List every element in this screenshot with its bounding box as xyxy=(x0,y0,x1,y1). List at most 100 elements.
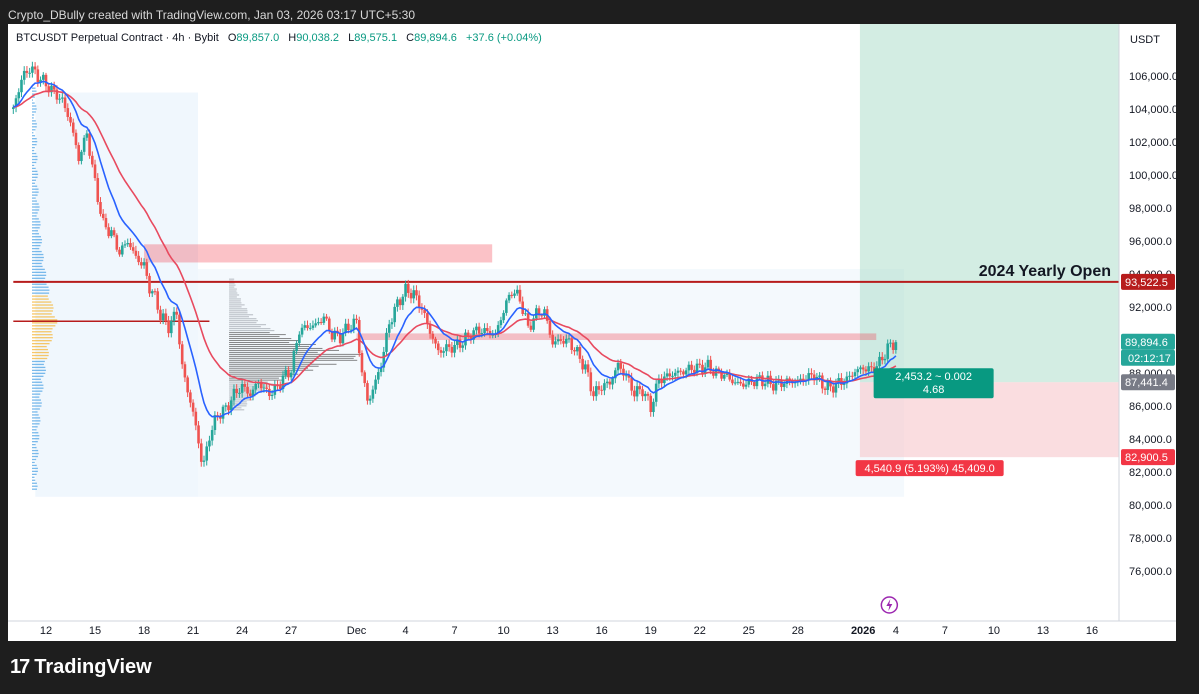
volume-profile-bar xyxy=(32,129,36,131)
candle-body xyxy=(709,359,712,372)
session-profile-bar xyxy=(229,347,323,349)
candle-body xyxy=(878,356,881,367)
price-chart[interactable]: USDT 106,000.0 104,000.0 102,000.0 100,000.0… xyxy=(8,24,1176,641)
volume-profile-bar xyxy=(32,247,40,250)
candle-body xyxy=(248,393,252,396)
time-tick-label: 16 xyxy=(596,625,608,637)
candle-body xyxy=(698,363,702,365)
volume-profile-bar xyxy=(32,90,37,92)
candle-body xyxy=(834,383,838,393)
candle-body xyxy=(112,230,116,236)
candle-body xyxy=(611,378,614,385)
time-tick-label: 13 xyxy=(547,625,559,637)
price-tick-label: 84,000.0 xyxy=(1129,434,1172,446)
price-tick-label: 76,000.0 xyxy=(1129,566,1172,578)
position-stats-box[interactable] xyxy=(873,368,994,399)
candle-body xyxy=(31,66,34,73)
volume-profile-bar xyxy=(32,357,48,360)
session-profile-bar xyxy=(229,340,300,342)
candle-body xyxy=(25,70,29,73)
volume-profile-bar xyxy=(32,244,41,247)
candle-body xyxy=(564,338,568,344)
volume-profile-bar xyxy=(32,277,46,279)
candle-body xyxy=(439,350,443,353)
candle-body xyxy=(39,79,42,83)
time-tick-label: 13 xyxy=(1037,625,1049,637)
candle-body xyxy=(12,107,15,110)
yearly-open-price-tag-bg[interactable] xyxy=(1121,273,1175,290)
candle-body xyxy=(137,255,140,263)
session-profile-bar xyxy=(229,365,319,367)
volume-profile-bar xyxy=(32,408,40,410)
session-profile-bar xyxy=(229,300,241,302)
candle-body xyxy=(366,383,369,401)
candle-body xyxy=(390,322,394,325)
tradingview-logo[interactable]: 17 TradingView xyxy=(10,656,152,679)
candle-body xyxy=(278,386,282,390)
volume-profile-bar xyxy=(32,152,37,155)
candle-body xyxy=(477,326,481,334)
volume-profile-bar xyxy=(32,467,38,470)
time-axis: 12 15 18 21 24 27 Dec 4 7 10 13 16 19 22 25 28 2026 4 7 10 1… xyxy=(8,596,1176,641)
price-axis-bg xyxy=(1119,24,1176,621)
candle-body xyxy=(810,373,813,375)
lightning-icon[interactable] xyxy=(880,596,899,614)
session-profile-bar xyxy=(229,381,268,383)
candle-body xyxy=(763,383,767,387)
take-profit-zone[interactable] xyxy=(859,24,1119,383)
candle-body xyxy=(554,341,557,345)
candle-body xyxy=(488,330,492,335)
volume-profile-bar xyxy=(32,378,41,380)
volume-profile-bar xyxy=(32,230,38,232)
candle-body xyxy=(614,370,617,379)
price-tick-label: 86,000.0 xyxy=(1129,401,1172,413)
candle-body xyxy=(88,133,91,156)
candle-body xyxy=(785,378,789,384)
candle-body xyxy=(758,375,761,377)
candle-body xyxy=(668,373,672,377)
entry-price-tag-bg[interactable] xyxy=(1121,374,1175,391)
candle-body xyxy=(453,344,456,353)
candle-body xyxy=(671,375,674,377)
volume-profile-bar xyxy=(32,141,38,143)
candle-body xyxy=(679,370,682,372)
low-label: L xyxy=(348,32,355,44)
candle-body xyxy=(377,372,380,380)
session-profile-bar xyxy=(229,282,235,284)
time-tick-label: 27 xyxy=(285,625,297,637)
candle-body xyxy=(456,339,459,345)
candle-body xyxy=(295,343,298,352)
candle-body xyxy=(731,379,734,384)
volume-profile-bar xyxy=(32,161,37,164)
time-axis-bg xyxy=(8,621,1176,641)
candle-body xyxy=(270,394,274,397)
last-price-tag-bg[interactable] xyxy=(1121,333,1175,350)
volume-profile-bar xyxy=(32,203,39,205)
candle-body xyxy=(420,307,424,310)
session-profile-bar xyxy=(229,316,250,318)
stop-price-tag: 82,900.5 xyxy=(1125,452,1168,464)
session-profile-bar xyxy=(229,312,248,314)
stop-price-tag-bg[interactable] xyxy=(1121,449,1175,466)
candle-body xyxy=(660,378,663,384)
candle-body xyxy=(344,323,347,334)
candle-body xyxy=(387,324,391,333)
open-label: O xyxy=(227,32,237,44)
currency-label: USDT xyxy=(1130,34,1160,46)
volume-profile-bar xyxy=(32,176,38,178)
chart-panel[interactable]: USDT 106,000.0 104,000.0 102,000.0 100,000.0… xyxy=(8,24,1176,641)
stop-stats-box[interactable] xyxy=(855,460,1004,477)
candle-body xyxy=(153,291,157,293)
session-profile-bar xyxy=(229,342,290,344)
resistance-zone[interactable] xyxy=(356,333,877,341)
volume-profile-bar xyxy=(32,212,38,214)
candle-body xyxy=(180,344,184,365)
session-profile-bar xyxy=(229,375,289,377)
candle-body xyxy=(891,342,895,350)
resistance-zone[interactable] xyxy=(144,244,493,263)
candle-body xyxy=(229,400,233,411)
candle-body xyxy=(406,283,410,293)
session-profile-bar xyxy=(229,367,309,369)
time-tick-label: 7 xyxy=(452,625,458,637)
